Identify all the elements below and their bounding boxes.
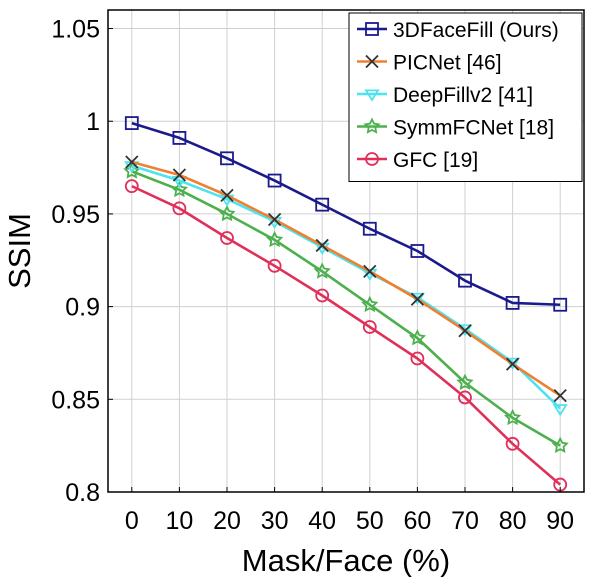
point-marker-square bbox=[365, 22, 379, 36]
x-tick-label: 10 bbox=[165, 507, 193, 535]
point-marker-x bbox=[220, 188, 234, 203]
legend-label: GFC [19] bbox=[393, 149, 478, 172]
point-marker-x bbox=[315, 238, 329, 253]
point-marker-square bbox=[410, 244, 425, 258]
legend-label: DeepFillv2 [41] bbox=[393, 84, 533, 107]
y-tick-label: 0.95 bbox=[51, 201, 100, 229]
point-marker-star bbox=[456, 373, 474, 390]
x-tick-label: 70 bbox=[451, 507, 479, 535]
point-marker-square bbox=[315, 197, 330, 212]
y-tick-label: 1.05 bbox=[51, 16, 100, 44]
point-marker-circle bbox=[315, 288, 330, 303]
point-marker-circle bbox=[362, 320, 377, 334]
point-marker-square bbox=[172, 131, 187, 145]
point-marker-star bbox=[361, 295, 379, 313]
series-line bbox=[131, 121, 561, 307]
point-marker-circle bbox=[267, 258, 282, 273]
x-tick-label: 30 bbox=[261, 507, 289, 535]
point-marker-square bbox=[458, 273, 472, 288]
legend-item: 3DFaceFill (Ours) bbox=[357, 19, 559, 42]
point-marker-x bbox=[125, 155, 139, 169]
x-tick-label: 80 bbox=[499, 507, 527, 535]
point-marker-x bbox=[363, 264, 377, 279]
point-marker-triangle bbox=[364, 89, 380, 102]
legend-label: PICNet [46] bbox=[393, 52, 502, 75]
point-marker-star bbox=[266, 230, 284, 248]
point-marker-star bbox=[363, 117, 381, 134]
point-marker-x bbox=[505, 357, 520, 371]
series-group bbox=[124, 116, 568, 312]
x-tick-label: 40 bbox=[308, 507, 336, 535]
series-group bbox=[125, 155, 567, 403]
series-group bbox=[123, 162, 569, 453]
series-line bbox=[131, 184, 562, 486]
point-marker-square bbox=[220, 151, 234, 166]
x-tick-label: 60 bbox=[403, 507, 431, 535]
axis-ticks: 0 10 20 30 40 50 60 70 80 90 0.8 0.85 0.9 0.95 1 1.05 bbox=[51, 16, 574, 535]
series-line bbox=[131, 170, 561, 447]
legend-item: DeepFillv2 [41] bbox=[357, 84, 533, 107]
point-marker-star bbox=[504, 408, 522, 426]
x-tick-label: 50 bbox=[356, 507, 384, 535]
point-marker-triangle bbox=[171, 176, 188, 189]
y-tick-label: 1 bbox=[86, 108, 100, 136]
legend-item: GFC [19] bbox=[357, 149, 478, 172]
point-marker-square bbox=[124, 116, 139, 130]
point-marker-circle bbox=[172, 201, 187, 216]
point-marker-x bbox=[267, 212, 282, 227]
point-marker-circle bbox=[124, 179, 139, 194]
series-line bbox=[131, 160, 561, 397]
point-marker-square bbox=[362, 221, 377, 236]
point-marker-x bbox=[553, 388, 567, 403]
point-marker-square bbox=[267, 173, 282, 188]
point-marker-circle bbox=[505, 436, 520, 451]
point-marker-star bbox=[551, 436, 569, 453]
point-marker-square bbox=[553, 297, 568, 312]
plot-frame bbox=[107, 9, 585, 493]
series-group bbox=[124, 179, 568, 492]
x-axis-title: Mask/Face (%) bbox=[242, 543, 450, 577]
y-tick-label: 0.9 bbox=[65, 294, 100, 322]
x-tick-label: 0 bbox=[125, 507, 139, 535]
series-line bbox=[131, 164, 562, 410]
x-tick-label: 90 bbox=[546, 507, 574, 535]
point-marker-square bbox=[505, 296, 520, 310]
point-marker-x bbox=[172, 168, 187, 182]
x-tick-label: 20 bbox=[213, 507, 241, 535]
y-tick-label: 0.85 bbox=[51, 386, 100, 414]
legend: 3DFaceFill (Ours) PICNet [46] DeepFillv2 [… bbox=[348, 12, 583, 182]
point-marker-circle bbox=[365, 152, 379, 166]
point-marker-star bbox=[218, 204, 236, 222]
point-marker-star bbox=[170, 180, 188, 198]
legend-item: PICNet [46] bbox=[357, 52, 502, 75]
point-marker-x bbox=[410, 292, 425, 306]
point-marker-star bbox=[408, 329, 426, 346]
legend-item: SymmFCNet [18] bbox=[357, 117, 554, 140]
point-marker-triangle bbox=[552, 404, 568, 417]
point-marker-x bbox=[458, 324, 472, 338]
point-marker-star bbox=[313, 262, 331, 279]
y-axis-title: SSIM bbox=[2, 213, 37, 289]
point-marker-circle bbox=[458, 390, 472, 405]
point-marker-circle bbox=[220, 231, 234, 245]
y-tick-label: 0.8 bbox=[65, 479, 100, 507]
point-marker-star bbox=[123, 162, 141, 179]
point-marker-circle bbox=[410, 351, 425, 366]
point-marker-x bbox=[365, 54, 379, 69]
series-layer bbox=[123, 116, 569, 492]
legend-box bbox=[348, 12, 583, 182]
legend-label: 3DFaceFill (Ours) bbox=[393, 19, 559, 42]
legend-label: SymmFCNet [18] bbox=[393, 117, 554, 140]
